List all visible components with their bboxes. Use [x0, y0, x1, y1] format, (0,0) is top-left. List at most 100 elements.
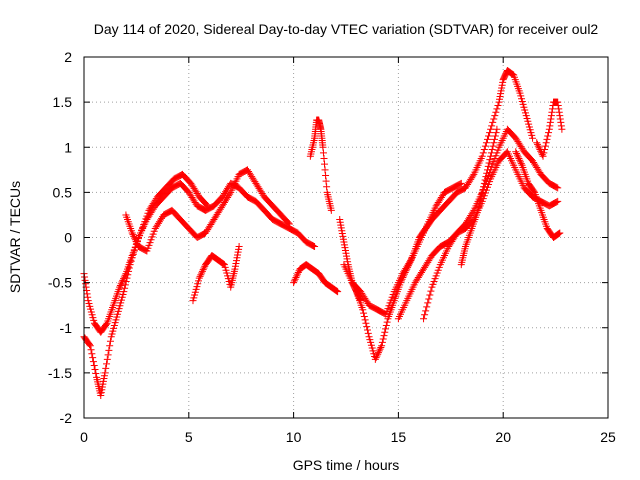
data-point — [84, 293, 92, 301]
data-point — [102, 364, 110, 372]
data-point — [361, 316, 369, 324]
x-tick-label: 10 — [286, 429, 302, 445]
data-point — [371, 355, 379, 363]
data-point — [482, 173, 490, 181]
data-point — [397, 277, 405, 285]
data-point — [101, 369, 109, 377]
data-point — [378, 342, 386, 350]
data-point — [104, 351, 112, 359]
data-point — [476, 200, 484, 208]
data-point — [401, 268, 409, 276]
data-point — [548, 108, 556, 116]
data-point — [457, 179, 465, 187]
data-point — [544, 132, 552, 140]
data-point — [372, 354, 380, 362]
data-point — [133, 239, 141, 247]
series-arc-f — [290, 261, 342, 296]
data-point — [405, 260, 413, 268]
data-point — [488, 146, 496, 154]
data-point — [81, 273, 89, 281]
y-tick-label: -1 — [60, 320, 73, 336]
data-point — [486, 129, 494, 137]
data-point — [554, 184, 562, 192]
series-arc-j — [394, 125, 562, 323]
data-point — [547, 115, 555, 123]
data-point — [488, 122, 496, 130]
data-point — [477, 193, 485, 201]
data-point — [360, 309, 368, 317]
data-point — [378, 338, 386, 346]
data-point — [90, 362, 98, 370]
data-point — [513, 151, 521, 159]
data-point — [105, 346, 113, 354]
data-point — [408, 255, 415, 263]
data-point — [546, 118, 554, 126]
data-point — [554, 98, 562, 106]
data-point — [404, 263, 412, 271]
series-arc-n — [457, 125, 501, 269]
data-point — [89, 358, 97, 366]
data-point — [376, 345, 384, 353]
data-point — [292, 274, 300, 282]
data-point — [426, 291, 434, 299]
data-point — [380, 332, 388, 340]
data-point — [362, 319, 370, 327]
series-arc-i — [352, 67, 537, 363]
data-point — [422, 307, 430, 315]
data-point — [542, 139, 550, 147]
data-point — [480, 183, 488, 191]
data-point — [553, 198, 561, 206]
data-point — [481, 142, 489, 150]
data-point — [540, 149, 548, 157]
data-point — [487, 152, 495, 160]
data-point — [321, 166, 329, 174]
data-point — [483, 166, 491, 174]
data-point — [408, 253, 416, 261]
data-point — [493, 125, 501, 133]
data-point — [555, 230, 563, 238]
data-point — [421, 311, 429, 319]
data-point — [131, 234, 139, 242]
plot-frame — [83, 56, 609, 419]
data-point — [86, 341, 94, 349]
data-point — [490, 115, 498, 123]
data-point — [512, 148, 520, 156]
data-point — [196, 272, 204, 280]
data-point — [121, 271, 129, 279]
data-point — [106, 342, 114, 350]
y-axis-label: SDTVAR / TECUs — [7, 181, 23, 293]
data-point — [534, 140, 542, 148]
data-point — [480, 146, 488, 154]
data-point — [482, 139, 490, 147]
data-point — [492, 108, 500, 116]
data-point — [427, 287, 435, 295]
data-point — [538, 151, 546, 159]
data-point — [116, 281, 124, 289]
data-point — [120, 273, 128, 281]
data-point — [290, 277, 298, 285]
data-point — [200, 264, 208, 272]
data-point — [483, 135, 491, 143]
grid-lines — [84, 57, 608, 418]
data-point — [119, 276, 127, 284]
data-point — [219, 259, 227, 267]
data-point — [475, 203, 483, 211]
data-point — [548, 105, 556, 113]
data-point — [478, 152, 486, 160]
data-point — [480, 179, 488, 187]
data-point — [406, 258, 414, 266]
data-point — [320, 155, 328, 163]
data-point — [132, 237, 140, 245]
data-point — [487, 149, 495, 157]
data-point — [323, 183, 331, 191]
data-point — [220, 260, 228, 268]
data-point — [334, 288, 342, 296]
data-point — [88, 350, 96, 358]
data-point — [290, 279, 298, 287]
data-point — [398, 275, 406, 283]
data-point — [494, 102, 502, 110]
data-point — [558, 125, 566, 133]
data-point — [404, 262, 412, 270]
data-point — [529, 134, 537, 142]
